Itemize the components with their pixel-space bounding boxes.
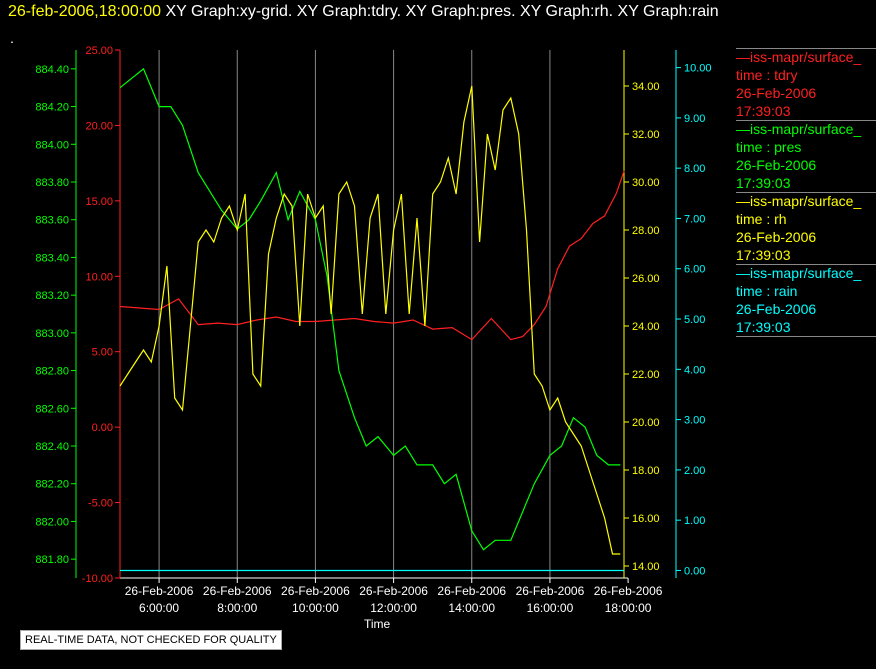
rain-tick-label: 2.00 bbox=[684, 465, 705, 477]
x-axis-title: Time bbox=[364, 617, 390, 631]
rain-tick-label: 10.00 bbox=[684, 63, 712, 75]
pres-tick-label: 882.60 bbox=[35, 403, 69, 415]
x-tick-label: 6:00:00 bbox=[139, 601, 179, 615]
legend-separator bbox=[736, 336, 876, 337]
legend-name: —iss-mapr/surface_ bbox=[736, 264, 861, 282]
rh-tick-label: 20.00 bbox=[632, 417, 660, 429]
legend-date: 26-Feb-2006 bbox=[736, 84, 861, 102]
x-tick-label: 26-Feb-2006 bbox=[437, 584, 506, 598]
legend-separator bbox=[736, 48, 876, 49]
rain-tick-label: 1.00 bbox=[684, 515, 705, 527]
x-tick-label: 26-Feb-2006 bbox=[281, 584, 350, 598]
rh-tick-label: 22.00 bbox=[632, 369, 660, 381]
legend-time: time : pres bbox=[736, 138, 861, 156]
legend-date: 26-Feb-2006 bbox=[736, 156, 861, 174]
rh-tick-label: 28.00 bbox=[632, 225, 660, 237]
rh-tick-label: 30.00 bbox=[632, 177, 660, 189]
pres-tick-label: 884.00 bbox=[35, 139, 69, 151]
legend-separator bbox=[736, 264, 876, 265]
pres-tick-label: 884.20 bbox=[35, 102, 69, 114]
legend-entry-3: —iss-mapr/surface_ time : rain 26-Feb-2006… bbox=[736, 264, 861, 336]
rh-tick-label: 26.00 bbox=[632, 273, 660, 285]
x-tick-label: 26-Feb-2006 bbox=[125, 584, 194, 598]
rain-tick-label: 6.00 bbox=[684, 264, 705, 276]
rh-tick-label: 24.00 bbox=[632, 321, 660, 333]
rh-tick-label: 34.00 bbox=[632, 81, 660, 93]
rain-tick-label: 7.00 bbox=[684, 213, 705, 225]
legend-name: —iss-mapr/surface_ bbox=[736, 192, 861, 210]
x-tick-label: 26-Feb-2006 bbox=[594, 584, 663, 598]
legend-time: time : rain bbox=[736, 282, 861, 300]
pres-tick-label: 882.00 bbox=[35, 516, 69, 528]
x-tick-label: 26-Feb-2006 bbox=[516, 584, 585, 598]
tdry-tick-label: 25.00 bbox=[85, 45, 113, 57]
series-tdry-line bbox=[120, 171, 624, 340]
legend-entry-2: —iss-mapr/surface_ time : rh 26-Feb-2006 17… bbox=[736, 192, 861, 264]
x-tick-label: 12:00:00 bbox=[370, 601, 417, 615]
tdry-tick-label: 0.00 bbox=[92, 422, 113, 434]
tdry-tick-label: -5.00 bbox=[88, 498, 113, 510]
tdry-tick-label: -10.00 bbox=[82, 573, 113, 585]
x-tick-label: 18:00:00 bbox=[605, 601, 652, 615]
pres-tick-label: 883.60 bbox=[35, 215, 69, 227]
legend-date: 26-Feb-2006 bbox=[736, 228, 861, 246]
legend-clock: 17:39:03 bbox=[736, 246, 861, 264]
pres-tick-label: 881.80 bbox=[35, 554, 69, 566]
legend-date: 26-Feb-2006 bbox=[736, 300, 861, 318]
legend-name: —iss-mapr/surface_ bbox=[736, 48, 861, 66]
pres-tick-label: 883.80 bbox=[35, 177, 69, 189]
legend-time: time : tdry bbox=[736, 66, 861, 84]
legend-clock: 17:39:03 bbox=[736, 174, 861, 192]
x-tick-label: 14:00:00 bbox=[448, 601, 495, 615]
pres-tick-label: 882.80 bbox=[35, 366, 69, 378]
tdry-tick-label: 5.00 bbox=[92, 347, 113, 359]
rain-tick-label: 9.00 bbox=[684, 113, 705, 125]
tdry-tick-label: 15.00 bbox=[85, 196, 113, 208]
legend-separator bbox=[736, 192, 876, 193]
pres-tick-label: 883.40 bbox=[35, 252, 69, 264]
tdry-tick-label: 20.00 bbox=[85, 120, 113, 132]
quality-notice: REAL-TIME DATA, NOT CHECKED FOR QUALITY bbox=[20, 630, 282, 650]
rh-tick-label: 14.00 bbox=[632, 561, 660, 573]
tdry-tick-label: 10.00 bbox=[85, 271, 113, 283]
rain-tick-label: 0.00 bbox=[684, 565, 705, 577]
x-tick-label: 10:00:00 bbox=[292, 601, 339, 615]
pres-tick-label: 882.20 bbox=[35, 479, 69, 491]
x-tick-label: 8:00:00 bbox=[217, 601, 257, 615]
x-tick-label: 26-Feb-2006 bbox=[359, 584, 428, 598]
series-pres-line bbox=[120, 69, 620, 550]
legend-entry-0: —iss-mapr/surface_ time : tdry 26-Feb-2006… bbox=[736, 48, 861, 120]
rain-tick-label: 3.00 bbox=[684, 415, 705, 427]
legend-clock: 17:39:03 bbox=[736, 102, 861, 120]
rh-tick-label: 32.00 bbox=[632, 129, 660, 141]
legend-time: time : rh bbox=[736, 210, 861, 228]
pres-tick-label: 882.40 bbox=[35, 441, 69, 453]
pres-tick-label: 884.40 bbox=[35, 64, 69, 76]
rh-tick-label: 16.00 bbox=[632, 513, 660, 525]
rain-tick-label: 4.00 bbox=[684, 364, 705, 376]
pres-tick-label: 883.20 bbox=[35, 290, 69, 302]
rain-tick-label: 8.00 bbox=[684, 163, 705, 175]
rh-tick-label: 18.00 bbox=[632, 465, 660, 477]
rain-tick-label: 5.00 bbox=[684, 314, 705, 326]
legend-separator bbox=[736, 120, 876, 121]
legend-clock: 17:39:03 bbox=[736, 318, 861, 336]
legend-name: —iss-mapr/surface_ bbox=[736, 120, 861, 138]
pres-tick-label: 883.00 bbox=[35, 328, 69, 340]
legend-entry-1: —iss-mapr/surface_ time : pres 26-Feb-2006… bbox=[736, 120, 861, 192]
x-tick-label: 16:00:00 bbox=[527, 601, 574, 615]
x-tick-label: 26-Feb-2006 bbox=[203, 584, 272, 598]
